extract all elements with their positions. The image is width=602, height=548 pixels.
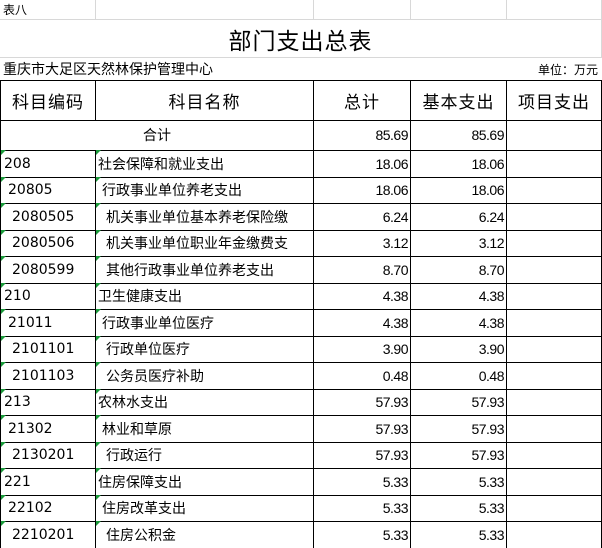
empty-cell	[314, 0, 411, 20]
code-cell: 21302	[0, 415, 96, 443]
basic-value: 5.33	[411, 495, 507, 522]
empty-cell	[507, 521, 602, 548]
empty-cell	[507, 468, 602, 496]
code-cell: 2101101	[0, 336, 96, 363]
column-header: 科目编码	[0, 80, 96, 121]
name-cell: 住房改革支出	[96, 495, 314, 522]
name-cell: 社会保障和就业支出	[96, 150, 314, 178]
name-cell: 林业和草原	[96, 415, 314, 443]
empty-cell	[507, 495, 602, 522]
code-cell: 22102	[0, 495, 96, 522]
total-value: 5.33	[314, 468, 411, 496]
empty-cell	[507, 203, 602, 231]
code-cell: 208	[0, 150, 96, 178]
empty-cell	[507, 177, 602, 204]
column-header: 基本支出	[411, 80, 507, 121]
column-header: 总计	[314, 80, 411, 121]
total-value: 6.24	[314, 203, 411, 231]
total-value: 57.93	[314, 389, 411, 416]
code-cell: 210	[0, 283, 96, 310]
code-cell: 2080506	[0, 230, 96, 257]
basic-value: 5.33	[411, 521, 507, 548]
code-cell: 20805	[0, 177, 96, 204]
column-header: 项目支出	[507, 80, 602, 121]
basic-value: 3.90	[411, 336, 507, 363]
total-label: 合计	[0, 120, 314, 151]
sheet-label: 表八	[0, 0, 96, 20]
empty-cell	[507, 415, 602, 443]
name-cell: 公务员医疗补助	[96, 362, 314, 390]
code-cell: 2101103	[0, 362, 96, 390]
basic-value: 18.06	[411, 150, 507, 178]
basic-value: 3.12	[411, 230, 507, 257]
total-value: 4.38	[314, 309, 411, 337]
name-cell: 机关事业单位职业年金缴费支	[96, 230, 314, 257]
basic-value: 6.24	[411, 203, 507, 231]
empty-cell	[411, 0, 507, 20]
basic-value: 57.93	[411, 442, 507, 469]
total-value: 5.33	[314, 521, 411, 548]
empty-cell	[507, 309, 602, 337]
name-cell: 农林水支出	[96, 389, 314, 416]
name-cell: 卫生健康支出	[96, 283, 314, 310]
empty-cell	[507, 442, 602, 469]
empty-cell	[507, 389, 602, 416]
unit-label: 单位：万元	[507, 58, 602, 81]
total-value: 3.12	[314, 230, 411, 257]
total-value: 18.06	[314, 177, 411, 204]
code-cell: 213	[0, 389, 96, 416]
code-cell: 2080599	[0, 256, 96, 284]
name-cell: 行政事业单位医疗	[96, 309, 314, 337]
empty-cell	[507, 256, 602, 284]
total-value: 8.70	[314, 256, 411, 284]
name-cell: 行政单位医疗	[96, 336, 314, 363]
total-value: 4.38	[314, 283, 411, 310]
basic-value: 57.93	[411, 389, 507, 416]
total-value: 57.93	[314, 442, 411, 469]
empty-cell	[507, 362, 602, 390]
unit-name: 重庆市大足区天然林保护管理中心	[0, 58, 507, 81]
title: 部门支出总表	[0, 20, 602, 58]
name-cell: 住房保障支出	[96, 468, 314, 496]
empty-cell	[507, 336, 602, 363]
code-cell: 2080505	[0, 203, 96, 231]
basic-value: 57.93	[411, 415, 507, 443]
column-header: 科目名称	[96, 80, 314, 121]
empty-cell	[96, 0, 314, 20]
basic-value: 4.38	[411, 283, 507, 310]
name-cell: 行政事业单位养老支出	[96, 177, 314, 204]
total-value: 0.48	[314, 362, 411, 390]
code-cell: 2130201	[0, 442, 96, 469]
code-cell: 2210201	[0, 521, 96, 548]
empty-cell	[507, 120, 602, 151]
basic-value: 18.06	[411, 177, 507, 204]
basic-value: 4.38	[411, 309, 507, 337]
empty-cell	[507, 230, 602, 257]
empty-cell	[507, 0, 602, 20]
total-value: 18.06	[314, 150, 411, 178]
name-cell: 机关事业单位基本养老保险缴	[96, 203, 314, 231]
name-cell: 行政运行	[96, 442, 314, 469]
total-value: 57.93	[314, 415, 411, 443]
total-value: 3.90	[314, 336, 411, 363]
code-cell: 21011	[0, 309, 96, 337]
total-value: 5.33	[314, 495, 411, 522]
total-value: 85.69	[314, 120, 411, 151]
name-cell: 住房公积金	[96, 521, 314, 548]
basic-value: 0.48	[411, 362, 507, 390]
total-value: 85.69	[411, 120, 507, 151]
code-cell: 221	[0, 468, 96, 496]
basic-value: 5.33	[411, 468, 507, 496]
basic-value: 8.70	[411, 256, 507, 284]
name-cell: 其他行政事业单位养老支出	[96, 256, 314, 284]
empty-cell	[507, 150, 602, 178]
empty-cell	[507, 283, 602, 310]
